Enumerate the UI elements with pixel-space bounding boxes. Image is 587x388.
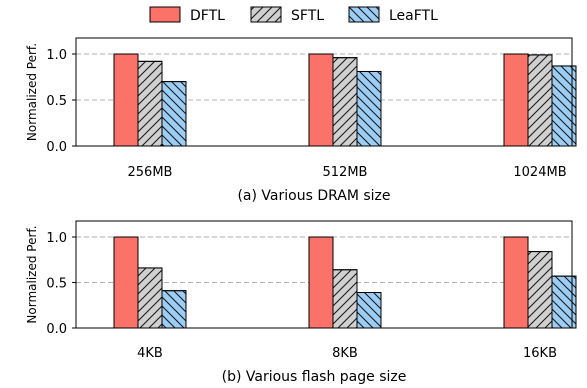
y-tick-label: 1.0: [46, 48, 67, 63]
legend-swatch-leaftl-hatch: [348, 6, 380, 23]
x-tick-label: 1024MB: [513, 165, 566, 180]
bar-dftl-4kb: [113, 236, 139, 329]
y-tick-label: 0.0: [46, 140, 67, 155]
legend-label-dftl: DFTL: [190, 8, 225, 24]
bar-sftl-4kb-hatch: [137, 267, 163, 329]
legend: DFTL SFTL LeaFTL: [149, 6, 438, 24]
bar-leaftl-512mb-hatch: [356, 70, 382, 147]
x-tick-label: 256MB: [128, 165, 173, 180]
bar-leaftl-256mb-hatch: [161, 81, 187, 147]
chart-panel-b: 0.0 0.5 1.0 4KB 8KB 16KB Normalized Perf. (b) V…: [25, 220, 577, 385]
bar-sftl-16kb-hatch: [527, 251, 553, 329]
bar-sftl-1024mb-hatch: [527, 54, 553, 147]
y-tick-label: 0.0: [46, 322, 67, 337]
panel-title: (b) Various flash page size: [222, 369, 407, 385]
bar-dftl-1024mb: [503, 53, 529, 147]
legend-entry-leaftl: LeaFTL: [348, 6, 438, 24]
legend-swatch-sftl-hatch: [250, 6, 282, 23]
x-tick-label: 512MB: [323, 165, 368, 180]
chart-panel-a: 0.0 0.5 1.0 256MB 512MB 1024MB Normalized Perf…: [25, 37, 577, 204]
legend-entry-dftl: DFTL: [149, 6, 225, 24]
bar-dftl-8kb: [308, 236, 334, 329]
panel-title: (a) Various DRAM size: [237, 188, 390, 204]
bar-leaftl-8kb-hatch: [356, 292, 382, 329]
bar-sftl-8kb-hatch: [332, 269, 358, 329]
x-tick-label: 16KB: [523, 346, 557, 361]
bar-dftl-256mb: [113, 53, 139, 147]
y-axis-label: Normalized Perf.: [25, 225, 39, 323]
y-tick-label: 1.0: [46, 231, 67, 246]
y-axis-label: Normalized Perf.: [25, 43, 39, 141]
x-tick-label: 8KB: [332, 346, 358, 361]
y-tick-label: 0.5: [46, 94, 67, 109]
bar-dftl-512mb: [308, 53, 334, 147]
plot-frame: [75, 220, 573, 329]
y-tick-label: 0.5: [46, 277, 67, 292]
legend-label-leaftl: LeaFTL: [389, 8, 438, 24]
plot-frame: [75, 37, 573, 147]
legend-swatch-dftl: [149, 6, 181, 23]
legend-label-sftl: SFTL: [291, 8, 324, 24]
bar-sftl-512mb-hatch: [332, 57, 358, 147]
x-tick-label: 4KB: [137, 346, 163, 361]
legend-entry-sftl: SFTL: [250, 6, 324, 24]
bar-dftl-16kb: [503, 236, 529, 329]
bar-leaftl-4kb-hatch: [161, 290, 187, 329]
bar-sftl-256mb-hatch: [137, 60, 163, 147]
